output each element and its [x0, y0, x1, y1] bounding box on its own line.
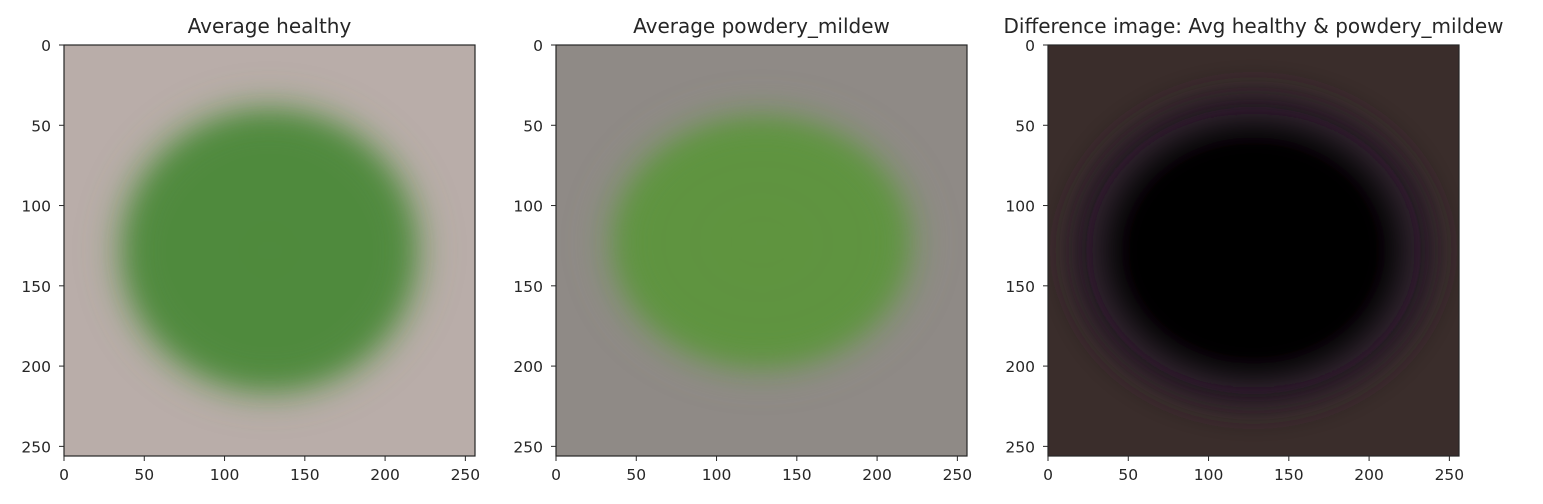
panel-title: Average healthy — [188, 14, 352, 38]
x-tick-label: 50 — [626, 466, 646, 484]
panel-3: Difference image: Avg healthy & powdery_… — [1003, 14, 1503, 484]
y-tick-label: 250 — [1005, 438, 1035, 456]
x-tick-label: 50 — [134, 466, 154, 484]
panel-title: Difference image: Avg healthy & powdery_… — [1003, 14, 1503, 38]
x-tick-label: 150 — [1274, 466, 1304, 484]
x-tick-label: 0 — [59, 466, 69, 484]
x-tick-label: 100 — [210, 466, 240, 484]
axes-frame — [63, 44, 476, 457]
y-tick-label: 0 — [41, 37, 51, 55]
x-tick-label: 100 — [702, 466, 732, 484]
image-content — [1068, 90, 1439, 411]
y-tick-label: 150 — [1005, 278, 1035, 296]
y-tick-label: 100 — [513, 198, 543, 216]
y-tick-label: 150 — [513, 278, 543, 296]
x-tick-label: 250 — [451, 466, 481, 484]
image-content — [584, 94, 939, 391]
x-tick-label: 200 — [862, 466, 892, 484]
x-tick-label: 250 — [943, 466, 973, 484]
y-tick-label: 100 — [21, 198, 51, 216]
y-tick-label: 50 — [523, 117, 543, 135]
y-tick-label: 250 — [513, 438, 543, 456]
x-tick-label: 200 — [370, 466, 400, 484]
y-tick-label: 150 — [21, 278, 51, 296]
x-tick-label: 150 — [290, 466, 320, 484]
x-tick-label: 0 — [1043, 466, 1053, 484]
x-tick-label: 100 — [1194, 466, 1224, 484]
panel-title: Average powdery_mildew — [633, 14, 890, 38]
panel-2: Average powdery_mildew 0 50 100 150 200 250 0 50… — [513, 14, 972, 484]
y-tick-label: 50 — [1015, 117, 1035, 135]
axes-frame — [1047, 44, 1460, 457]
y-tick-label: 250 — [21, 438, 51, 456]
x-tick-label: 200 — [1354, 466, 1384, 484]
panel-1: Average healthy 0 50 100 150 200 250 0 50 100 150 2… — [21, 14, 480, 484]
image-content — [96, 86, 443, 415]
y-tick-label: 50 — [31, 117, 51, 135]
axes-frame — [555, 44, 968, 457]
x-tick-label: 250 — [1435, 466, 1465, 484]
y-tick-label: 200 — [21, 358, 51, 376]
x-tick-label: 0 — [551, 466, 561, 484]
y-tick-label: 0 — [1025, 37, 1035, 55]
y-tick-label: 0 — [533, 37, 543, 55]
y-tick-label: 100 — [1005, 198, 1035, 216]
x-tick-label: 150 — [782, 466, 812, 484]
y-tick-label: 200 — [1005, 358, 1035, 376]
x-tick-label: 50 — [1118, 466, 1138, 484]
y-tick-label: 200 — [513, 358, 543, 376]
